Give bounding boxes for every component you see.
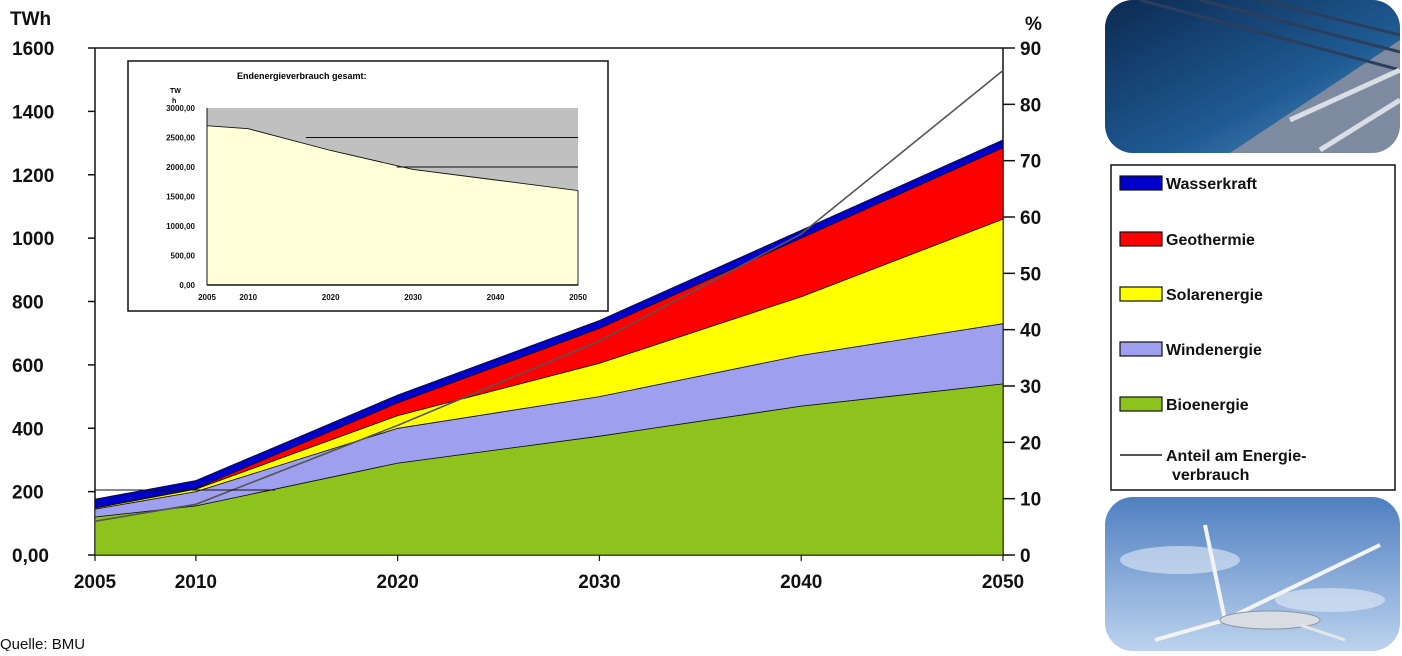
legend-item: Anteil am Energie-verbrauch (1120, 448, 1306, 484)
x-tick-label: 2040 (780, 572, 822, 593)
legend-item: Bioenergie (1119, 396, 1249, 414)
x-ticks: 2005 2010 2020 2030 2040 2050 (74, 555, 1024, 593)
legend-label: Solarenergie (1166, 287, 1263, 304)
inset-y-tick-label: 1000,00 (166, 222, 195, 231)
legend-item: Solarenergie (1119, 286, 1263, 304)
legend-item: Wasserkraft (1119, 175, 1258, 193)
inset-y-ticks: 0,00 500,00 1000,00 1500,00 2000,00 2500,00 30… (166, 104, 195, 290)
inset-x-tick-label: 2040 (487, 293, 505, 302)
legend-label: Wasserkraft (1166, 176, 1258, 193)
left-tick-label: 1400 (12, 102, 54, 123)
right-tick-label: 90 (1020, 39, 1041, 60)
right-tick-label: 0 (1020, 546, 1031, 567)
left-axis-unit: TWh (10, 9, 51, 30)
right-tick-label: 30 (1020, 377, 1041, 398)
x-tick-label: 2010 (175, 572, 217, 593)
legend-swatch (1119, 341, 1163, 357)
inset-unit-label-1: TW (170, 88, 181, 95)
right-y-ticks: 0 10 20 30 40 50 60 70 80 90 (1003, 39, 1041, 567)
left-tick-label: 1200 (12, 166, 54, 187)
inset-area (206, 125, 579, 286)
right-tick-label: 70 (1020, 152, 1041, 173)
legend-swatch (1119, 396, 1163, 412)
legend-label-line2: verbrauch (1172, 467, 1249, 484)
inset-y-tick-label: 500,00 (171, 252, 196, 261)
x-tick-label: 2050 (982, 572, 1024, 593)
wind-turbine-photo (1105, 497, 1400, 651)
left-tick-label: 0,00 (12, 546, 49, 567)
right-tick-label: 80 (1020, 95, 1041, 116)
inset-plot (206, 108, 579, 286)
left-tick-label: 1000 (12, 229, 54, 250)
right-tick-label: 40 (1020, 321, 1041, 342)
left-y-ticks: 0,00 200 400 600 800 1000 1200 1400 1600 (12, 39, 95, 567)
inset-x-tick-label: 2050 (569, 293, 587, 302)
legend-label: Anteil am Energie- (1166, 448, 1306, 465)
left-tick-label: 400 (12, 419, 44, 440)
inset-unit-label-2: h (172, 98, 176, 105)
legend-swatch (1119, 231, 1163, 247)
area-wasserkraft (94, 139, 1004, 509)
inset-x-tick-label: 2010 (239, 293, 257, 302)
inset-y-tick-label: 2000,00 (166, 163, 195, 172)
stacked-areas (94, 139, 1004, 556)
legend-box (1110, 164, 1396, 491)
share-line (94, 69, 1004, 522)
left-tick-label: 800 (12, 293, 44, 314)
legend-item: Geothermie (1119, 231, 1255, 249)
right-tick-label: 20 (1020, 433, 1041, 454)
inset-x-tick-label: 2005 (198, 293, 216, 302)
right-tick-label: 50 (1020, 264, 1041, 285)
legend-label: Windenergie (1166, 342, 1262, 359)
x-tick-label: 2030 (578, 572, 620, 593)
source-note: Quelle: BMU (0, 636, 85, 651)
inset-y-tick-label: 1500,00 (166, 193, 195, 202)
inset-title: Endenergieverbrauch gesamt: (237, 71, 367, 81)
inset-x-tick-label: 2030 (404, 293, 422, 302)
inset-y-tick-label: 0,00 (179, 281, 195, 290)
solar-collector-photo (1105, 0, 1400, 153)
legend: Wasserkraft Geothermie Solarenergie Windene… (1110, 164, 1396, 491)
legend-swatch (1119, 175, 1163, 191)
legend-label: Bioenergie (1166, 397, 1249, 414)
inset-x-tick-label: 2020 (322, 293, 340, 302)
inset-y-tick-label: 3000,00 (166, 104, 195, 113)
right-tick-label: 60 (1020, 208, 1041, 229)
inset-chart: Endenergieverbrauch gesamt: TW h 0,00 500… (127, 60, 609, 312)
legend-item: Windenergie (1119, 341, 1262, 359)
left-tick-label: 200 (12, 483, 44, 504)
right-tick-label: 10 (1020, 490, 1041, 511)
right-axis-unit: % (1025, 14, 1042, 35)
legend-label: Geothermie (1166, 232, 1255, 249)
x-tick-label: 2005 (74, 572, 117, 593)
inset-x-ticks: 2005 2010 2020 2030 2040 2050 (198, 293, 587, 302)
legend-swatch (1119, 286, 1163, 302)
x-tick-label: 2020 (377, 572, 419, 593)
left-tick-label: 600 (12, 356, 44, 377)
left-tick-label: 1600 (12, 39, 54, 60)
inset-y-tick-label: 2500,00 (166, 134, 195, 143)
